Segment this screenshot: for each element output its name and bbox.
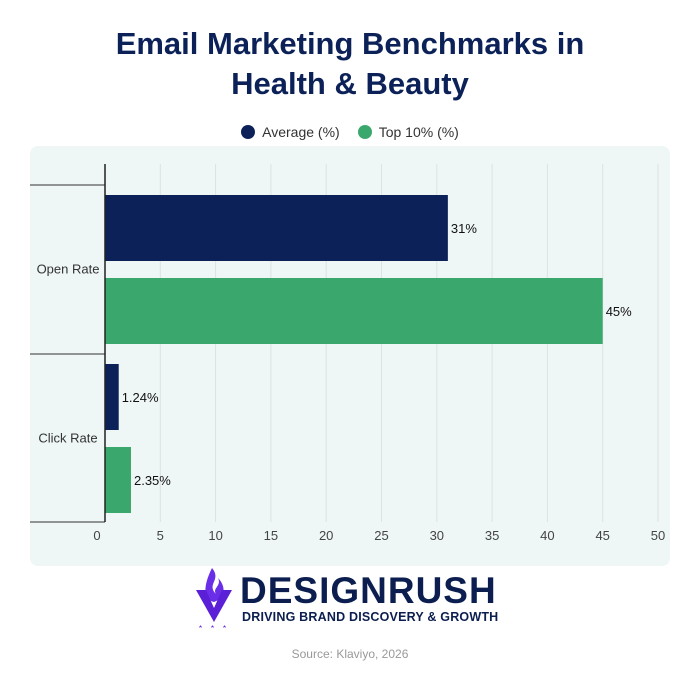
chart-title: Email Marketing Benchmarks in Health & B… [0, 24, 700, 104]
x-tick-label: 20 [319, 528, 333, 543]
flame-v-icon [196, 568, 232, 628]
data-label: 45% [606, 304, 632, 319]
bar-chart: 0 5 10 15 20 25 30 35 40 45 50 Open Rate 31% 45% Click… [30, 164, 665, 543]
x-tick-label: 10 [208, 528, 222, 543]
bar [105, 447, 131, 513]
data-label: 1.24% [122, 390, 159, 405]
x-tick-label: 15 [264, 528, 278, 543]
logo-wordmark: DESIGNRUSH [240, 570, 497, 611]
legend-swatch-top10 [357, 125, 372, 139]
legend-label-top10: Top 10% (%) [378, 124, 459, 140]
legend-item-top10: Top 10% (%) [357, 124, 459, 140]
legend-item-average: Average (%) [241, 124, 340, 140]
bar [105, 278, 603, 344]
x-tick-label: 40 [540, 528, 554, 543]
data-label: 31% [451, 221, 477, 236]
designrush-logo: DESIGNRUSH DRIVING BRAND DISCOVERY & GRO… [192, 566, 512, 632]
chart-title-line-2: Health & Beauty [231, 66, 469, 101]
bar [105, 195, 448, 261]
x-tick-label: 25 [374, 528, 388, 543]
chart-legend: Average (%) Top 10% (%) [0, 124, 700, 140]
x-tick-label: 30 [430, 528, 444, 543]
x-tick-label: 5 [157, 528, 164, 543]
source-note: Source: Klaviyo, 2026 [291, 647, 409, 661]
category-label: Click Rate [38, 431, 97, 446]
data-label: 2.35% [134, 473, 171, 488]
bar [105, 364, 119, 430]
x-tick-label: 45 [595, 528, 609, 543]
logo-tagline: DRIVING BRAND DISCOVERY & GROWTH [242, 610, 499, 624]
x-tick-label: 0 [93, 528, 100, 543]
x-tick-label: 35 [485, 528, 499, 543]
category-label: Open Rate [37, 262, 100, 277]
legend-label-average: Average (%) [262, 124, 340, 140]
legend-swatch-average [241, 125, 256, 139]
x-tick-label: 50 [651, 528, 665, 543]
chart-title-line-1: Email Marketing Benchmarks in [115, 26, 585, 61]
